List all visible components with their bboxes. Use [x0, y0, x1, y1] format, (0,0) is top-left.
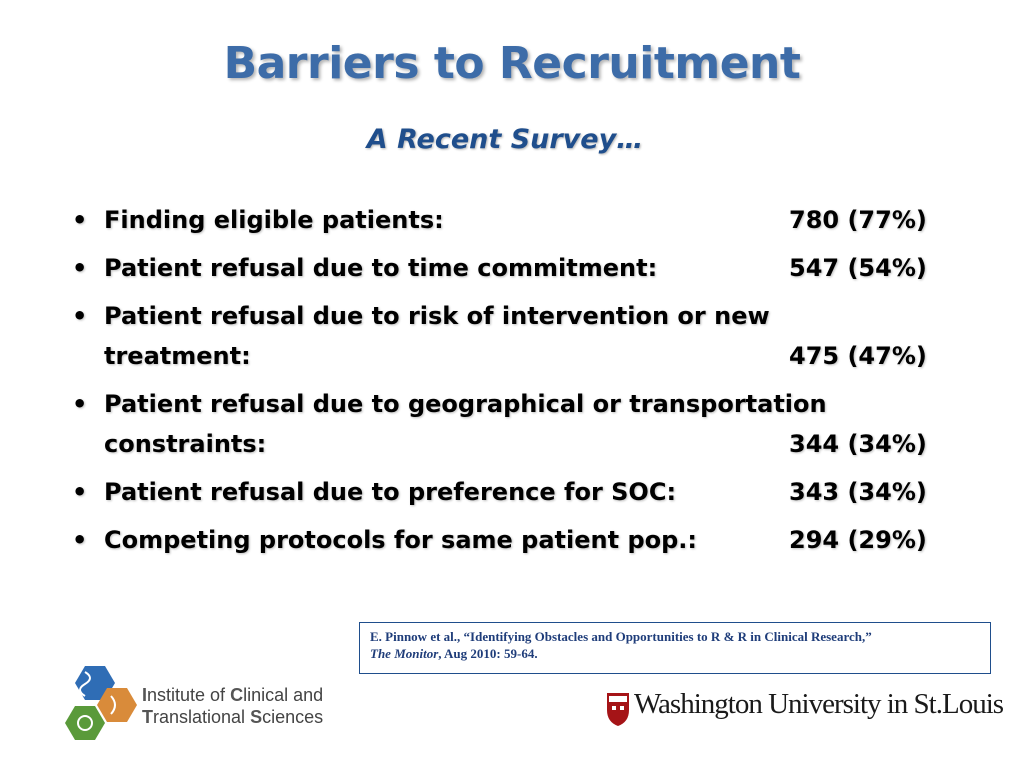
slide-subtitle: A Recent Survey… — [366, 124, 644, 155]
item-label-continued: treatment: — [104, 342, 251, 370]
item-line-continued: treatment: 475 (47%) — [104, 336, 952, 376]
icts-word: nstitute of — [147, 685, 231, 705]
item-line: Patient refusal due to geographical or t… — [104, 384, 952, 424]
bullet-icon: • — [72, 254, 88, 282]
item-value: 780 (77%) — [789, 206, 927, 234]
citation-journal: The Monitor — [370, 646, 439, 661]
item-line: Patient refusal due to risk of intervent… — [104, 296, 952, 336]
item-line: Competing protocols for same patient pop… — [104, 520, 952, 560]
icts-initial: S — [250, 707, 263, 727]
item-label: Patient refusal due to preference for SO… — [104, 478, 677, 506]
item-value: 475 (47%) — [789, 342, 927, 370]
bullet-icon: • — [72, 206, 88, 234]
slide-title: Barriers to Recruitment — [223, 38, 801, 89]
item-value: 344 (34%) — [789, 430, 927, 458]
barrier-list: • Finding eligible patients: 780 (77%) •… — [72, 200, 952, 568]
icts-line-2: Translational Sciences — [142, 706, 323, 728]
item-line: Patient refusal due to preference for SO… — [104, 472, 952, 512]
icts-hexagon-logo-icon — [65, 666, 137, 740]
citation-details: , Aug 2010: 59-64. — [438, 646, 538, 661]
icts-name: Institute of Clinical and Translational … — [142, 684, 323, 728]
item-line-continued: constraints: 344 (34%) — [104, 424, 952, 464]
list-item: • Finding eligible patients: 780 (77%) — [72, 200, 952, 240]
item-label-continued: constraints: — [104, 430, 267, 458]
icts-word: ranslational — [153, 707, 251, 727]
bullet-icon: • — [72, 390, 88, 418]
list-item: • Patient refusal due to preference for … — [72, 472, 952, 512]
item-label: Patient refusal due to geographical or t… — [104, 390, 827, 418]
list-item: • Patient refusal due to geographical or… — [72, 384, 952, 464]
icts-initial: C — [230, 685, 244, 705]
list-item: • Patient refusal due to risk of interve… — [72, 296, 952, 376]
item-label: Competing protocols for same patient pop… — [104, 526, 698, 554]
citation-box: E. Pinnow et al., “Identifying Obstacles… — [359, 622, 991, 674]
list-item: • Patient refusal due to time commitment… — [72, 248, 952, 288]
bullet-icon: • — [72, 478, 88, 506]
item-label: Finding eligible patients: — [104, 206, 444, 234]
washu-wordmark: Washington University in St.Louis — [634, 688, 1004, 720]
item-line: Patient refusal due to time commitment: … — [104, 248, 952, 288]
icts-word: linical and — [243, 685, 324, 705]
citation-text: E. Pinnow et al., “Identifying Obstacles… — [370, 629, 872, 644]
item-line: Finding eligible patients: 780 (77%) — [104, 200, 952, 240]
bullet-icon: • — [72, 526, 88, 554]
item-label: Patient refusal due to risk of intervent… — [104, 302, 770, 330]
icts-line-1: Institute of Clinical and — [142, 684, 323, 706]
item-label: Patient refusal due to time commitment: — [104, 254, 658, 282]
bullet-icon: • — [72, 302, 88, 330]
item-value: 343 (34%) — [789, 478, 927, 506]
washu-shield-icon — [607, 693, 629, 726]
item-value: 294 (29%) — [789, 526, 927, 554]
list-item: • Competing protocols for same patient p… — [72, 520, 952, 560]
icts-initial: I — [142, 685, 148, 705]
icts-word: ciences — [262, 707, 324, 727]
icts-initial: T — [142, 707, 153, 727]
item-value: 547 (54%) — [789, 254, 927, 282]
